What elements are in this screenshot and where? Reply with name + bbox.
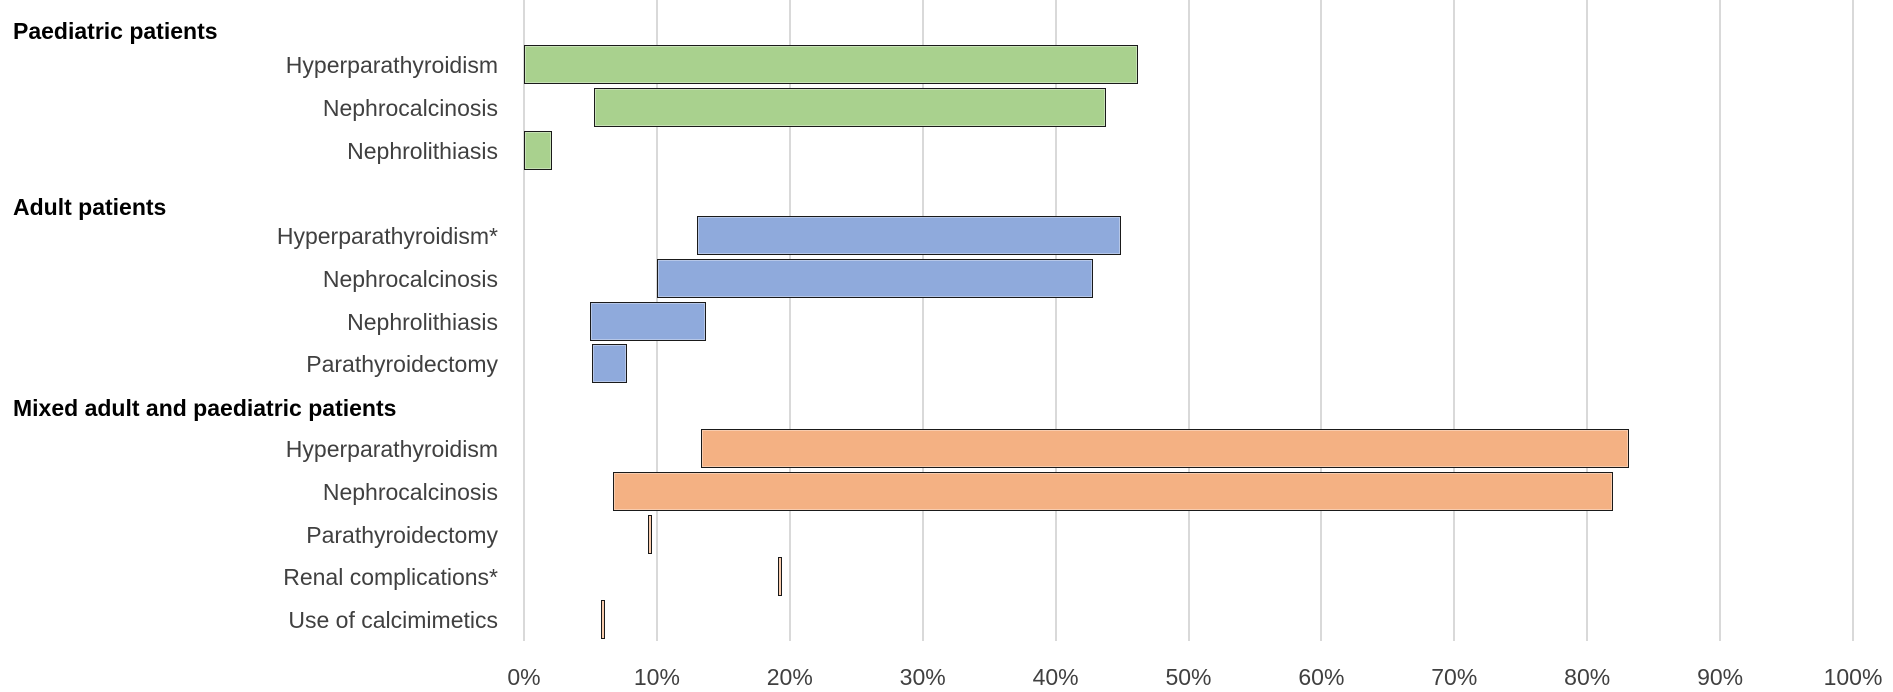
x-tick-label: 90% (1697, 664, 1744, 690)
range-bar (601, 600, 606, 639)
range-bar (696, 216, 1122, 255)
gridline (1054, 0, 1057, 641)
gridline (788, 0, 791, 641)
category-label: Hyperparathyroidism* (276, 223, 498, 249)
gridline (523, 0, 525, 641)
range-bar (647, 515, 652, 554)
range-bar (594, 88, 1107, 127)
x-tick-label: 80% (1564, 664, 1611, 690)
category-label: Parathyroidectomy (306, 351, 498, 377)
range-bar (524, 131, 553, 170)
gridline (1320, 0, 1323, 641)
category-label: Nephrocalcinosis (322, 479, 498, 505)
category-label: Nephrolithiasis (347, 309, 498, 335)
range-bar (656, 259, 1094, 298)
range-bar (590, 302, 707, 341)
category-label: Nephrolithiasis (347, 138, 498, 164)
range-bar (700, 429, 1629, 468)
section-header: Mixed adult and paediatric patients (13, 395, 397, 421)
gridline (1187, 0, 1190, 641)
range-bar (591, 344, 627, 383)
category-label: Nephrocalcinosis (322, 266, 498, 292)
category-label: Hyperparathyroidism (285, 52, 498, 78)
x-tick-label: 60% (1298, 664, 1345, 690)
category-label: Hyperparathyroidism (285, 436, 498, 462)
x-tick-label: 30% (899, 664, 946, 690)
category-label: Parathyroidectomy (306, 522, 498, 548)
section-header: Paediatric patients (13, 18, 218, 44)
x-tick-label: 70% (1431, 664, 1478, 690)
gridline (921, 0, 924, 641)
x-tick-label: 10% (633, 664, 680, 690)
range-bar (613, 472, 1613, 511)
category-label: Nephrocalcinosis (322, 95, 498, 121)
range-bar (777, 557, 783, 596)
x-tick-label: 0% (507, 664, 541, 690)
gridline (1453, 0, 1456, 641)
gridline (1719, 0, 1722, 641)
x-tick-label: 40% (1032, 664, 1079, 690)
x-tick-label: 20% (766, 664, 813, 690)
gridline (1852, 0, 1854, 641)
range-bar (524, 45, 1139, 84)
category-label: Use of calcimimetics (288, 607, 498, 633)
category-label: Renal complications* (283, 564, 498, 590)
x-tick-label: 50% (1165, 664, 1212, 690)
gridline (1586, 0, 1589, 641)
section-header: Adult patients (13, 194, 167, 220)
x-tick-label: 100% (1823, 664, 1883, 690)
